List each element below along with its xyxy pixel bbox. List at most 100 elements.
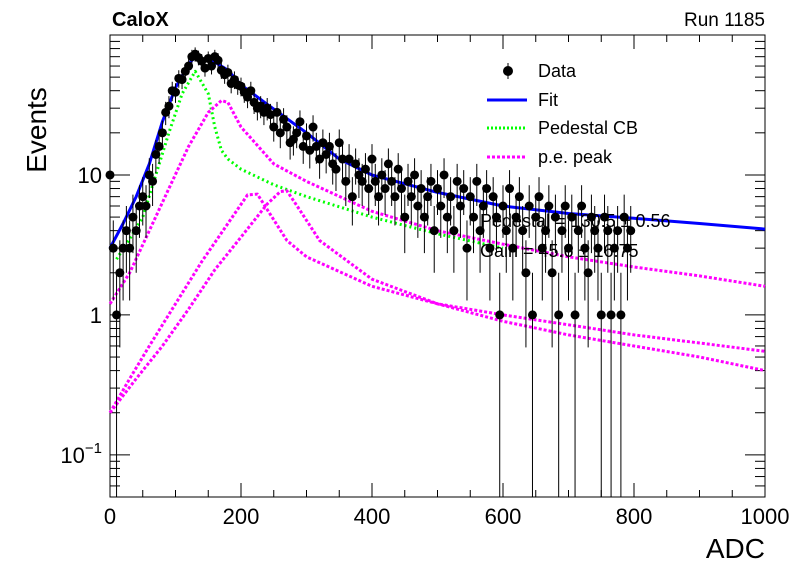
data-point xyxy=(557,206,567,273)
data-marker xyxy=(419,212,429,222)
data-point xyxy=(469,194,479,254)
data-point xyxy=(527,272,537,497)
data-marker xyxy=(459,184,469,194)
data-point xyxy=(374,177,384,226)
data-marker xyxy=(105,170,115,180)
data-marker xyxy=(482,184,492,194)
legend-label-pedestal: Pedestal CB xyxy=(538,118,638,138)
data-marker xyxy=(390,192,400,202)
data-point xyxy=(590,206,600,273)
data-point xyxy=(439,158,449,199)
data-point xyxy=(564,220,573,301)
data-marker xyxy=(446,192,456,202)
data-marker xyxy=(514,192,524,202)
data-point xyxy=(108,220,118,301)
data-point xyxy=(419,194,429,254)
data-point xyxy=(485,220,495,301)
data-point xyxy=(141,185,151,238)
data-point xyxy=(573,206,583,273)
data-point xyxy=(537,220,547,301)
data-marker xyxy=(272,107,282,117)
data-point xyxy=(292,120,302,149)
data-marker xyxy=(347,192,357,202)
data-marker xyxy=(164,101,174,111)
x-tick-label: 600 xyxy=(485,504,522,529)
data-marker xyxy=(207,61,217,71)
data-point xyxy=(478,185,488,238)
data-marker xyxy=(318,138,328,148)
data-point xyxy=(498,185,508,238)
data-point xyxy=(600,194,610,254)
data-marker xyxy=(619,212,629,222)
data-point xyxy=(396,170,406,216)
data-marker xyxy=(429,226,439,236)
data-point xyxy=(112,272,122,497)
data-marker xyxy=(564,243,573,253)
data-point xyxy=(115,240,125,348)
data-marker xyxy=(501,226,511,236)
data-point xyxy=(171,83,180,103)
data-marker xyxy=(295,117,305,127)
data-point xyxy=(586,194,596,254)
data-point xyxy=(223,64,233,82)
data-point xyxy=(406,177,416,226)
data-point xyxy=(459,170,469,216)
data-marker xyxy=(387,176,397,186)
data-marker xyxy=(367,154,377,164)
data-point xyxy=(393,153,403,191)
data-point xyxy=(534,177,544,226)
x-axis-title: ADC xyxy=(706,533,765,564)
data-marker xyxy=(370,176,380,186)
data-point xyxy=(596,272,606,497)
data-point xyxy=(429,206,439,273)
header-experiment: CaloX xyxy=(112,9,169,31)
legend-entry-data: Data xyxy=(503,61,577,81)
data-marker xyxy=(151,150,161,160)
data-marker xyxy=(344,154,354,164)
data-marker xyxy=(550,212,560,222)
data-marker xyxy=(537,243,547,253)
fit-gain-text: Gain = 45.6 ± 16.75 xyxy=(480,241,639,261)
data-marker xyxy=(452,176,462,186)
data-marker xyxy=(138,192,148,202)
data-marker xyxy=(311,141,321,151)
legend: Data Fit Pedestal CB p.e. peak xyxy=(487,61,638,167)
y-tick-label: 10−1 xyxy=(60,440,102,468)
data-marker xyxy=(488,192,498,202)
data-point xyxy=(455,185,465,238)
data-point xyxy=(413,185,423,238)
data-point xyxy=(603,206,613,273)
data-marker xyxy=(436,201,446,211)
data-point xyxy=(121,206,131,273)
data-marker xyxy=(465,192,475,202)
data-point xyxy=(334,129,344,160)
data-marker xyxy=(292,128,302,138)
data-marker xyxy=(154,141,164,151)
data-point xyxy=(541,206,551,273)
data-marker xyxy=(112,310,122,320)
data-point xyxy=(380,170,390,216)
data-marker xyxy=(603,226,613,236)
data-marker xyxy=(508,243,518,253)
data-point xyxy=(544,185,554,238)
data-marker xyxy=(626,226,636,236)
y-axis-title: Events xyxy=(21,87,52,173)
data-marker xyxy=(573,226,583,236)
data-marker xyxy=(275,128,285,138)
data-point xyxy=(410,158,420,199)
x-tick-label: 200 xyxy=(223,504,260,529)
legend-label-fit: Fit xyxy=(538,90,558,110)
legend-entry-pedestal: Pedestal CB xyxy=(487,118,638,138)
data-marker xyxy=(157,128,167,138)
data-marker xyxy=(377,170,387,180)
data-point xyxy=(491,194,501,254)
data-point xyxy=(367,144,377,179)
legend-label-data: Data xyxy=(538,61,577,81)
data-point xyxy=(475,206,485,273)
data-marker xyxy=(128,212,138,222)
data-point xyxy=(449,206,459,273)
data-point xyxy=(436,185,446,238)
data-point xyxy=(207,58,217,75)
x-tick-label: 1000 xyxy=(741,504,790,529)
